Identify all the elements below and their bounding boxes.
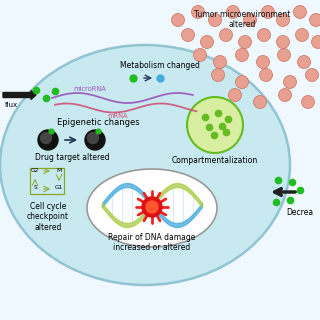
Text: Epigenetic changes: Epigenetic changes bbox=[57, 118, 139, 127]
Circle shape bbox=[142, 197, 162, 217]
Text: G2: G2 bbox=[31, 168, 39, 173]
Text: G1: G1 bbox=[55, 185, 63, 190]
Text: Drug target altered: Drug target altered bbox=[35, 153, 109, 162]
Text: flux: flux bbox=[5, 102, 18, 108]
Circle shape bbox=[85, 130, 105, 150]
Ellipse shape bbox=[0, 45, 290, 285]
Circle shape bbox=[236, 76, 249, 89]
Circle shape bbox=[257, 55, 269, 68]
Circle shape bbox=[277, 49, 291, 61]
Circle shape bbox=[261, 5, 275, 19]
Circle shape bbox=[212, 68, 225, 82]
Circle shape bbox=[236, 49, 249, 61]
Circle shape bbox=[187, 97, 243, 153]
Circle shape bbox=[201, 36, 213, 49]
Circle shape bbox=[293, 5, 307, 19]
Text: M: M bbox=[56, 168, 61, 173]
Circle shape bbox=[213, 55, 227, 68]
Circle shape bbox=[220, 28, 233, 42]
Circle shape bbox=[244, 13, 257, 27]
Text: Repair of DNA damage
increased or altered: Repair of DNA damage increased or altere… bbox=[108, 233, 196, 252]
Circle shape bbox=[258, 28, 270, 42]
Circle shape bbox=[276, 13, 290, 27]
Circle shape bbox=[41, 132, 52, 143]
Text: Compartmentalization: Compartmentalization bbox=[172, 156, 258, 165]
Text: Tumor microenvironment
altered: Tumor microenvironment altered bbox=[194, 10, 290, 29]
Circle shape bbox=[87, 132, 99, 143]
Text: mRNA: mRNA bbox=[108, 113, 128, 119]
Circle shape bbox=[306, 68, 318, 82]
Circle shape bbox=[38, 130, 58, 150]
Text: S: S bbox=[33, 185, 37, 190]
Circle shape bbox=[228, 89, 242, 101]
Circle shape bbox=[298, 55, 310, 68]
Circle shape bbox=[311, 36, 320, 49]
Ellipse shape bbox=[87, 169, 217, 247]
FancyArrow shape bbox=[3, 91, 36, 100]
Circle shape bbox=[172, 13, 185, 27]
Circle shape bbox=[284, 76, 297, 89]
Circle shape bbox=[253, 95, 267, 108]
Circle shape bbox=[276, 36, 290, 49]
Circle shape bbox=[194, 49, 206, 61]
Circle shape bbox=[209, 13, 221, 27]
Bar bbox=[30, 168, 64, 194]
Circle shape bbox=[309, 13, 320, 27]
Text: microRNA: microRNA bbox=[74, 86, 106, 92]
Circle shape bbox=[227, 5, 239, 19]
Circle shape bbox=[191, 5, 204, 19]
Circle shape bbox=[181, 28, 195, 42]
Circle shape bbox=[260, 68, 273, 82]
Circle shape bbox=[295, 28, 308, 42]
Circle shape bbox=[278, 89, 292, 101]
Text: Decrea: Decrea bbox=[286, 208, 314, 217]
Circle shape bbox=[146, 201, 158, 213]
Circle shape bbox=[238, 36, 252, 49]
Circle shape bbox=[301, 95, 315, 108]
Text: Cell cycle
checkpoint
altered: Cell cycle checkpoint altered bbox=[27, 202, 69, 232]
Text: Metabolism changed: Metabolism changed bbox=[120, 61, 200, 70]
